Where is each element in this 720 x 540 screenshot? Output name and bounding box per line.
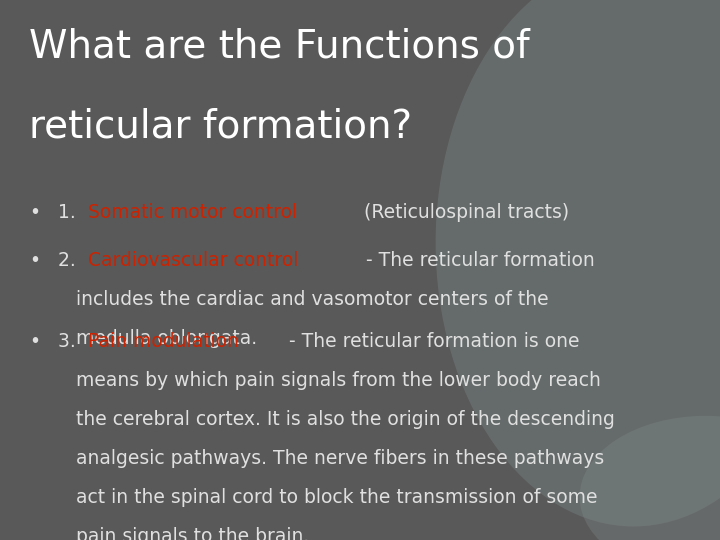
Text: the cerebral cortex. It is also the origin of the descending: the cerebral cortex. It is also the orig… xyxy=(76,410,614,429)
Text: medulla oblongata.: medulla oblongata. xyxy=(76,329,257,348)
Text: •: • xyxy=(29,332,40,351)
Text: •: • xyxy=(29,251,40,270)
Text: What are the Functions of: What are the Functions of xyxy=(29,27,529,65)
Text: - The reticular formation: - The reticular formation xyxy=(360,251,595,270)
Text: 2.: 2. xyxy=(58,251,81,270)
Text: Cardiovascular control: Cardiovascular control xyxy=(89,251,299,270)
Text: analgesic pathways. The nerve fibers in these pathways: analgesic pathways. The nerve fibers in … xyxy=(76,449,604,468)
Text: Somatic motor control: Somatic motor control xyxy=(89,202,297,221)
Ellipse shape xyxy=(580,416,720,540)
Text: •: • xyxy=(29,202,40,221)
Text: (Reticulospinal tracts): (Reticulospinal tracts) xyxy=(358,202,570,221)
Ellipse shape xyxy=(436,0,720,526)
Text: 3.: 3. xyxy=(58,332,81,351)
Text: means by which pain signals from the lower body reach: means by which pain signals from the low… xyxy=(76,371,600,390)
Text: includes the cardiac and vasomotor centers of the: includes the cardiac and vasomotor cente… xyxy=(76,290,548,309)
Text: act in the spinal cord to block the transmission of some: act in the spinal cord to block the tran… xyxy=(76,488,597,507)
Text: Pain modulation: Pain modulation xyxy=(89,332,239,351)
Text: 1.: 1. xyxy=(58,202,81,221)
Text: pain signals to the brain.: pain signals to the brain. xyxy=(76,526,309,540)
Text: reticular formation?: reticular formation? xyxy=(29,108,412,146)
Text: - The reticular formation is one: - The reticular formation is one xyxy=(283,332,580,351)
